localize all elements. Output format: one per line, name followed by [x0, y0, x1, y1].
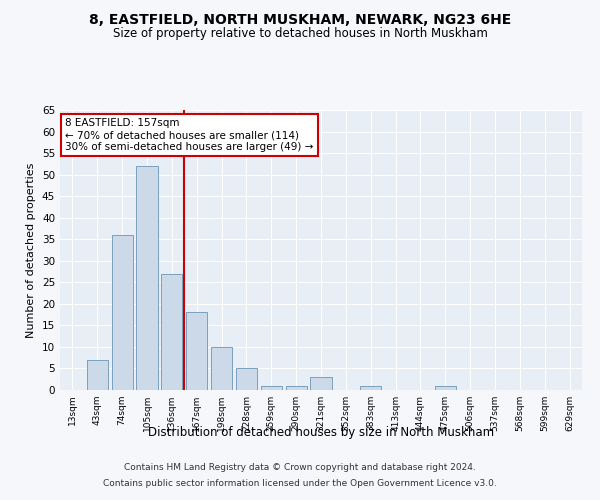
Bar: [112, 235, 133, 390]
Bar: [186, 312, 207, 390]
Bar: [286, 386, 307, 390]
Bar: [87, 360, 108, 390]
Bar: [261, 386, 282, 390]
Text: Contains HM Land Registry data © Crown copyright and database right 2024.: Contains HM Land Registry data © Crown c…: [124, 464, 476, 472]
Bar: [161, 274, 182, 390]
Bar: [310, 377, 332, 390]
Text: Size of property relative to detached houses in North Muskham: Size of property relative to detached ho…: [113, 28, 487, 40]
Text: Distribution of detached houses by size in North Muskham: Distribution of detached houses by size …: [148, 426, 494, 439]
Bar: [360, 386, 381, 390]
Bar: [211, 347, 232, 390]
Text: Contains public sector information licensed under the Open Government Licence v3: Contains public sector information licen…: [103, 478, 497, 488]
Y-axis label: Number of detached properties: Number of detached properties: [26, 162, 37, 338]
Text: 8, EASTFIELD, NORTH MUSKHAM, NEWARK, NG23 6HE: 8, EASTFIELD, NORTH MUSKHAM, NEWARK, NG2…: [89, 12, 511, 26]
Text: 8 EASTFIELD: 157sqm
← 70% of detached houses are smaller (114)
30% of semi-detac: 8 EASTFIELD: 157sqm ← 70% of detached ho…: [65, 118, 314, 152]
Bar: [236, 368, 257, 390]
Bar: [435, 386, 456, 390]
Bar: [136, 166, 158, 390]
